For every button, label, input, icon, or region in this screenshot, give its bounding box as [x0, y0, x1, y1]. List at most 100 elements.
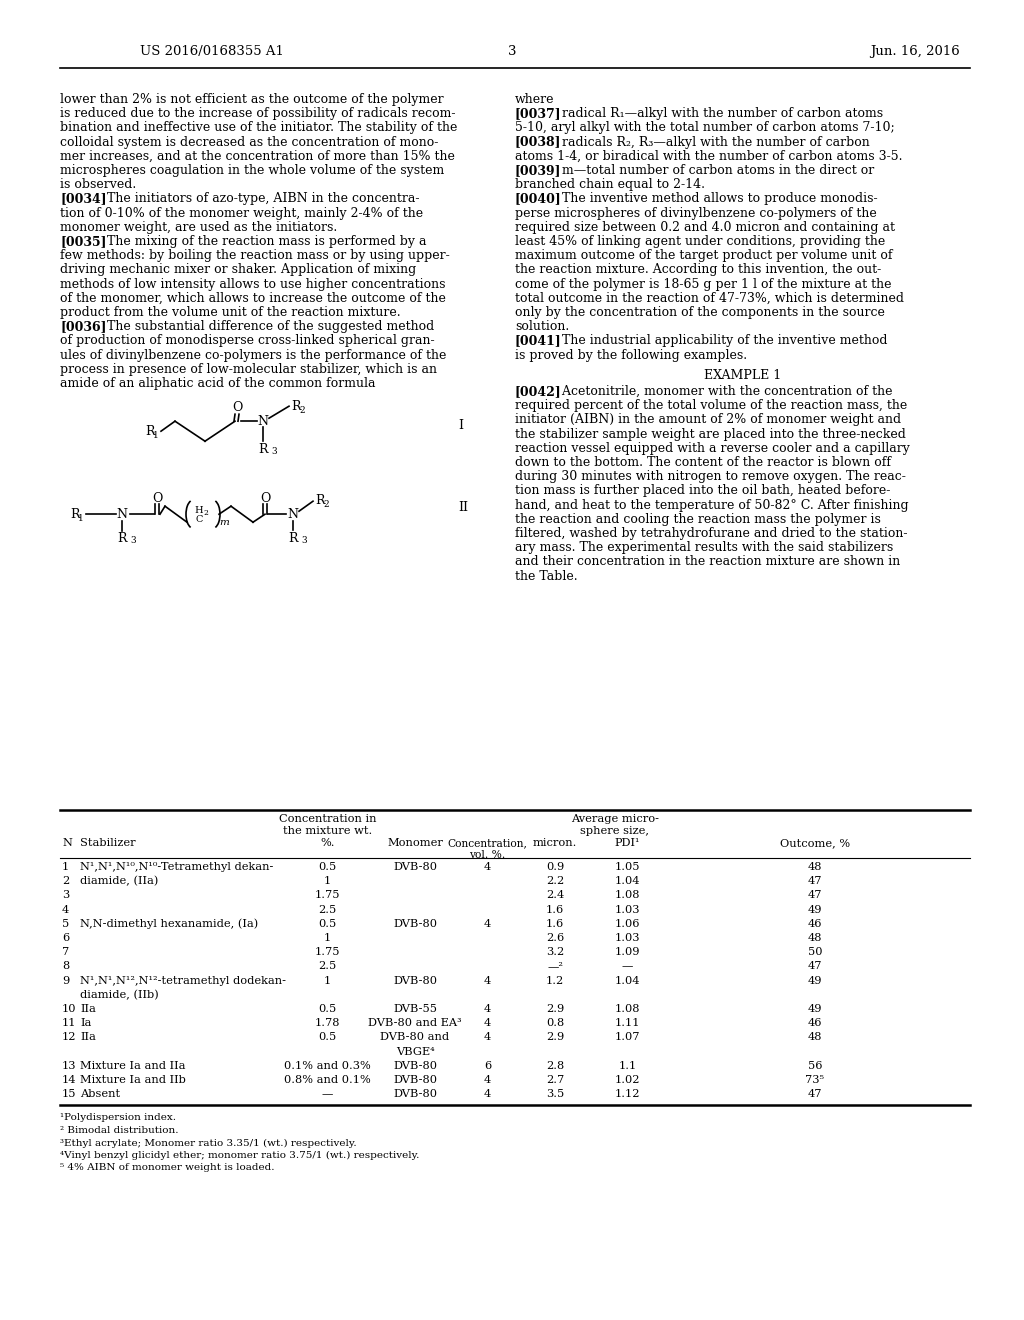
Text: Concentration in: Concentration in	[279, 814, 376, 824]
Text: Mixture Ia and IIb: Mixture Ia and IIb	[80, 1074, 186, 1085]
Text: 46: 46	[808, 1018, 822, 1028]
Text: 50: 50	[808, 948, 822, 957]
Text: EXAMPLE 1: EXAMPLE 1	[703, 368, 781, 381]
Text: 1.75: 1.75	[314, 891, 340, 900]
Text: 7: 7	[62, 948, 70, 957]
Text: 1.6: 1.6	[546, 904, 564, 915]
Text: initiator (AIBN) in the amount of 2% of monomer weight and: initiator (AIBN) in the amount of 2% of …	[515, 413, 901, 426]
Text: 1: 1	[324, 933, 331, 942]
Text: product from the volume unit of the reaction mixture.: product from the volume unit of the reac…	[60, 306, 400, 319]
Text: mer increases, and at the concentration of more than 15% the: mer increases, and at the concentration …	[60, 149, 455, 162]
Text: lower than 2% is not efficient as the outcome of the polymer: lower than 2% is not efficient as the ou…	[60, 92, 443, 106]
Text: and their concentration in the reaction mixture are shown in: and their concentration in the reaction …	[515, 556, 900, 569]
Text: is proved by the following examples.: is proved by the following examples.	[515, 348, 748, 362]
Text: 1.1: 1.1	[618, 1061, 637, 1071]
Text: 48: 48	[808, 862, 822, 873]
Text: 0.1% and 0.3%: 0.1% and 0.3%	[284, 1061, 371, 1071]
Text: C: C	[196, 515, 203, 524]
Text: US 2016/0168355 A1: US 2016/0168355 A1	[140, 45, 284, 58]
Text: 4: 4	[484, 1032, 492, 1043]
Text: ary mass. The experimental results with the said stabilizers: ary mass. The experimental results with …	[515, 541, 893, 554]
Text: 3: 3	[271, 447, 276, 457]
Text: DVB-80: DVB-80	[393, 1074, 437, 1085]
Text: 2.4: 2.4	[546, 891, 564, 900]
Text: N: N	[288, 508, 299, 520]
Text: N: N	[117, 508, 128, 520]
Text: —²: —²	[547, 961, 563, 972]
Text: 11: 11	[62, 1018, 77, 1028]
Text: driving mechanic mixer or shaker. Application of mixing: driving mechanic mixer or shaker. Applic…	[60, 264, 416, 276]
Text: micron.: micron.	[532, 838, 578, 847]
Text: 1.78: 1.78	[314, 1018, 340, 1028]
Text: 4: 4	[484, 862, 492, 873]
Text: N¹,N¹,N¹⁰,N¹⁰-Tetramethyl dekan-: N¹,N¹,N¹⁰,N¹⁰-Tetramethyl dekan-	[80, 862, 273, 873]
Text: 0.8: 0.8	[546, 1018, 564, 1028]
Text: the stabilizer sample weight are placed into the three-necked: the stabilizer sample weight are placed …	[515, 428, 906, 441]
Text: N: N	[257, 414, 268, 428]
Text: microspheres coagulation in the whole volume of the system: microspheres coagulation in the whole vo…	[60, 164, 444, 177]
Text: 47: 47	[808, 961, 822, 972]
Text: tion of 0-10% of the monomer weight, mainly 2-4% of the: tion of 0-10% of the monomer weight, mai…	[60, 207, 423, 219]
Text: branched chain equal to 2-14.: branched chain equal to 2-14.	[515, 178, 705, 191]
Text: ³Ethyl acrylate; Monomer ratio 3.35/1 (wt.) respectively.: ³Ethyl acrylate; Monomer ratio 3.35/1 (w…	[60, 1138, 356, 1147]
Text: 15: 15	[62, 1089, 77, 1100]
Text: %.: %.	[321, 838, 335, 847]
Text: 2: 2	[299, 405, 304, 414]
Text: 2.6: 2.6	[546, 933, 564, 942]
Text: 1.05: 1.05	[614, 862, 640, 873]
Text: the reaction mixture. According to this invention, the out-: the reaction mixture. According to this …	[515, 264, 882, 276]
Text: 8: 8	[62, 961, 70, 972]
Text: —: —	[622, 961, 633, 972]
Text: 48: 48	[808, 1032, 822, 1043]
Text: monomer weight, are used as the initiators.: monomer weight, are used as the initiato…	[60, 220, 337, 234]
Text: required size between 0.2 and 4.0 micron and containing at: required size between 0.2 and 4.0 micron…	[515, 220, 895, 234]
Text: 1: 1	[324, 876, 331, 886]
Text: N: N	[62, 838, 72, 847]
Text: DVB-80: DVB-80	[393, 1061, 437, 1071]
Text: 1: 1	[153, 430, 159, 440]
Text: 1: 1	[324, 975, 331, 986]
Text: least 45% of linking agent under conditions, providing the: least 45% of linking agent under conditi…	[515, 235, 886, 248]
Text: II: II	[458, 502, 468, 515]
Text: DVB-80: DVB-80	[393, 975, 437, 986]
Text: 10: 10	[62, 1005, 77, 1014]
Text: ² Bimodal distribution.: ² Bimodal distribution.	[60, 1126, 178, 1135]
Text: 73⁵: 73⁵	[806, 1074, 824, 1085]
Text: Monomer: Monomer	[387, 838, 443, 847]
Text: DVB-80: DVB-80	[393, 1089, 437, 1100]
Text: 2.9: 2.9	[546, 1032, 564, 1043]
Text: during 30 minutes with nitrogen to remove oxygen. The reac-: during 30 minutes with nitrogen to remov…	[515, 470, 906, 483]
Text: 5: 5	[62, 919, 70, 929]
Text: ¹Polydispersion index.: ¹Polydispersion index.	[60, 1113, 176, 1122]
Text: 3: 3	[130, 536, 135, 545]
Text: colloidal system is decreased as the concentration of mono-: colloidal system is decreased as the con…	[60, 136, 438, 149]
Text: 49: 49	[808, 1005, 822, 1014]
Text: Average micro-: Average micro-	[571, 814, 659, 824]
Text: 1.03: 1.03	[614, 933, 640, 942]
Text: 2: 2	[203, 510, 208, 517]
Text: 1.12: 1.12	[614, 1089, 640, 1100]
Text: Outcome, %: Outcome, %	[780, 838, 850, 847]
Text: [0041]: [0041]	[515, 334, 562, 347]
Text: Stabilizer: Stabilizer	[80, 838, 135, 847]
Text: m—total number of carbon atoms in the direct or: m—total number of carbon atoms in the di…	[547, 164, 874, 177]
Text: 2.7: 2.7	[546, 1074, 564, 1085]
Text: required percent of the total volume of the reaction mass, the: required percent of the total volume of …	[515, 399, 907, 412]
Text: 1.6: 1.6	[546, 919, 564, 929]
Text: 1.2: 1.2	[546, 975, 564, 986]
Text: O: O	[152, 491, 162, 504]
Text: 3: 3	[62, 891, 70, 900]
Text: 0.5: 0.5	[318, 1032, 337, 1043]
Text: 6: 6	[62, 933, 70, 942]
Text: few methods: by boiling the reaction mass or by using upper-: few methods: by boiling the reaction mas…	[60, 249, 450, 263]
Text: Concentration,
vol. %.: Concentration, vol. %.	[447, 838, 527, 859]
Text: 1.07: 1.07	[614, 1032, 640, 1043]
Text: [0036]: [0036]	[60, 321, 106, 333]
Text: the mixture wt.: the mixture wt.	[283, 826, 372, 836]
Text: diamide, (IIb): diamide, (IIb)	[80, 990, 159, 1001]
Text: [0035]: [0035]	[60, 235, 106, 248]
Text: sphere size,: sphere size,	[581, 826, 649, 836]
Text: bination and ineffective use of the initiator. The stability of the: bination and ineffective use of the init…	[60, 121, 458, 135]
Text: 0.9: 0.9	[546, 862, 564, 873]
Text: —: —	[322, 1089, 333, 1100]
